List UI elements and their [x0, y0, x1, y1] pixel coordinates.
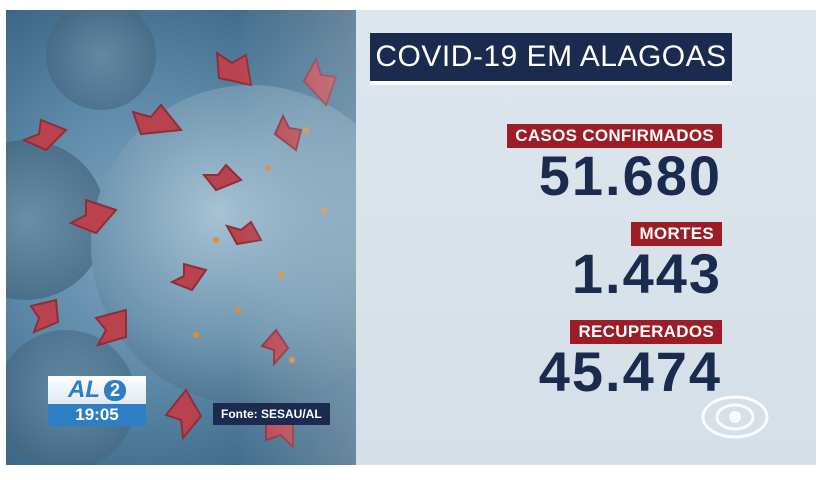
channel-bug: AL 2 19:05: [48, 376, 146, 426]
channel-logo-number: 2: [103, 379, 126, 401]
channel-logo-text: AL: [67, 376, 100, 403]
title-banner: COVID-19 EM ALAGOAS: [370, 33, 732, 85]
page-title: COVID-19 EM ALAGOAS: [375, 40, 727, 73]
source-caption: Fonte: SESAU/AL: [213, 403, 330, 425]
recovered-label: RECUPERADOS: [570, 320, 722, 344]
deaths-value: 1.443: [571, 242, 722, 305]
coronavirus-illustration: [6, 10, 356, 465]
clock-time: 19:05: [48, 404, 146, 426]
confirmed-cases-value: 51.680: [538, 144, 722, 207]
deaths-label: MORTES: [631, 222, 722, 246]
broadcast-frame: [6, 10, 816, 465]
info-panel: [356, 10, 816, 465]
channel-logo: AL 2: [48, 376, 146, 404]
confirmed-cases-label: CASOS CONFIRMADOS: [507, 124, 722, 148]
globo-logo-icon: [700, 395, 770, 445]
recovered-value: 45.474: [538, 340, 722, 403]
